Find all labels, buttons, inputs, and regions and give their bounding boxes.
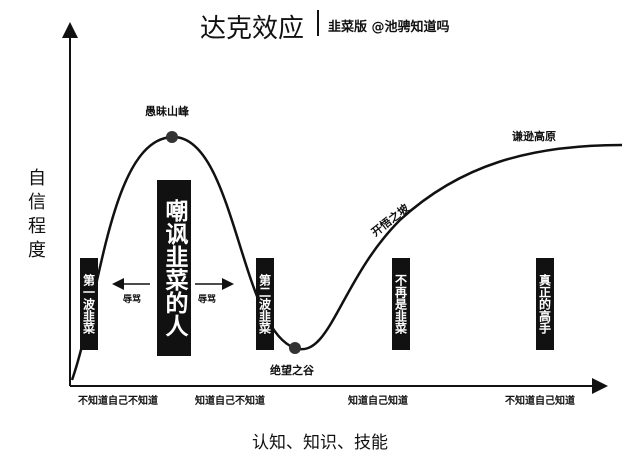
stage-label: 不知道自己不知道 [78, 396, 158, 407]
x-label: 认知、知识、技能 [252, 433, 388, 453]
group-box: 不再是韭菜 [392, 258, 410, 350]
valley-dot [289, 342, 301, 354]
stage-label: 知道自己知道 [348, 396, 408, 407]
arrow-label: 辱骂 [123, 295, 142, 305]
subtitle: 韭菜版 @池骋知道吗 [328, 20, 450, 35]
annotation: 愚昧山峰 [145, 105, 189, 118]
group-box: 真正的高手 [536, 258, 554, 350]
y-label: 自信程度 [25, 168, 46, 264]
arrow-label: 辱骂 [198, 295, 217, 305]
title: 达克效应 [200, 14, 305, 44]
annotation: 绝望之谷 [270, 364, 314, 377]
curve [70, 135, 623, 381]
stage-label: 知道自己不知道 [195, 396, 265, 407]
stage-label: 不知道自己知道 [505, 396, 575, 407]
annotation: 谦逊高原 [512, 130, 556, 143]
peak-dot [166, 131, 178, 143]
group-box: 嘲讽韭菜的人 [157, 180, 191, 356]
group-box: 第二波韭菜 [256, 258, 274, 350]
group-box: 第一波韭菜 [80, 258, 98, 350]
